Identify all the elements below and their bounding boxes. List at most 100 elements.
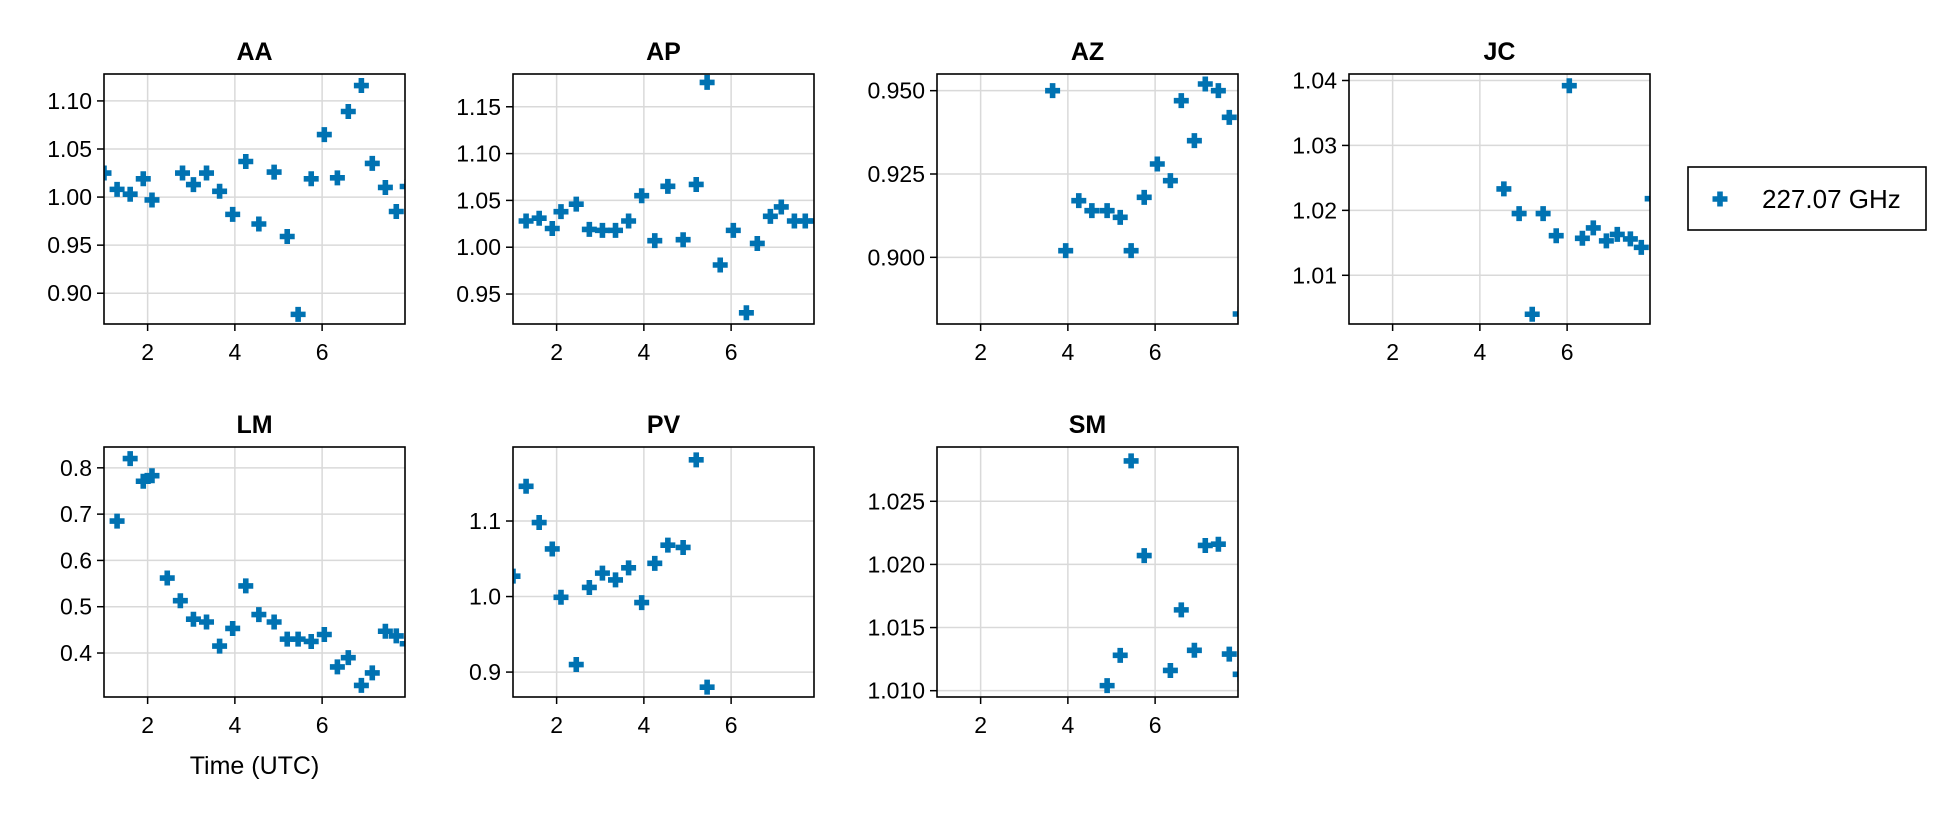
data-point bbox=[634, 188, 650, 204]
panel-aa: 2 4 6 0.90 0.95 1.00 1.05 1.10 AA bbox=[47, 38, 406, 365]
x-tick-label: 6 bbox=[725, 339, 738, 365]
x-tick-label: 2 bbox=[1386, 339, 1399, 365]
data-point bbox=[621, 213, 637, 229]
data-point bbox=[290, 306, 306, 322]
x-tick-label: 6 bbox=[1561, 339, 1574, 365]
data-point bbox=[1561, 78, 1577, 94]
y-tick-label: 1.10 bbox=[47, 88, 92, 114]
y-tick-label: 1.00 bbox=[456, 234, 501, 260]
data-point bbox=[1173, 602, 1189, 618]
data-point bbox=[1099, 678, 1115, 694]
data-point bbox=[1633, 239, 1649, 255]
data-point bbox=[1622, 231, 1638, 247]
x-tick-label: 2 bbox=[550, 339, 563, 365]
data-point bbox=[738, 305, 754, 321]
data-point bbox=[251, 216, 267, 232]
data-point bbox=[1232, 666, 1238, 682]
data-point bbox=[353, 677, 369, 693]
x-tick-label: 2 bbox=[974, 339, 987, 365]
data-point bbox=[1496, 181, 1512, 197]
data-point bbox=[1173, 93, 1189, 109]
data-point bbox=[199, 165, 215, 181]
data-point bbox=[518, 478, 534, 494]
data-point bbox=[797, 213, 813, 229]
data-point bbox=[544, 541, 560, 557]
data-point bbox=[225, 206, 241, 222]
data-point bbox=[544, 220, 560, 236]
axes-frame bbox=[103, 446, 406, 698]
x-tick-label: 4 bbox=[1061, 339, 1074, 365]
x-tick-label: 6 bbox=[316, 339, 329, 365]
y-tick-label: 1.04 bbox=[1292, 67, 1337, 93]
panel-lm: 2 4 6 0.4 0.5 0.6 0.7 0.8 LM Time (UTC) bbox=[60, 411, 406, 780]
data-point bbox=[675, 232, 691, 248]
panel-title: AP bbox=[646, 38, 681, 66]
y-tick-label: 0.6 bbox=[60, 547, 92, 573]
data-point bbox=[135, 473, 151, 489]
data-point bbox=[712, 257, 728, 273]
data-point bbox=[1210, 536, 1226, 552]
data-point bbox=[634, 595, 650, 611]
y-tick-label: 1.1 bbox=[469, 508, 501, 534]
data-point bbox=[377, 623, 393, 639]
data-point bbox=[144, 468, 160, 484]
panel-title: AA bbox=[236, 38, 272, 66]
x-tick-label: 2 bbox=[141, 712, 154, 738]
data-point bbox=[1574, 230, 1590, 246]
series-points bbox=[104, 78, 405, 322]
x-tick-label: 4 bbox=[637, 712, 650, 738]
y-tick-label: 0.8 bbox=[60, 455, 92, 481]
data-point bbox=[212, 183, 228, 199]
data-point bbox=[1112, 647, 1128, 663]
data-point bbox=[808, 213, 814, 229]
data-point bbox=[699, 679, 715, 695]
y-tick-label: 0.90 bbox=[47, 280, 92, 306]
series-points bbox=[518, 74, 814, 321]
data-point bbox=[1136, 189, 1152, 205]
data-point bbox=[1585, 220, 1601, 236]
y-tick-label: 0.925 bbox=[867, 161, 925, 187]
x-tick-label: 6 bbox=[1149, 712, 1162, 738]
panel-sm: 2 4 6 1.010 1.015 1.020 1.025 SM bbox=[867, 411, 1239, 738]
legend-box bbox=[1687, 166, 1927, 231]
data-point bbox=[303, 171, 319, 187]
data-point bbox=[553, 204, 569, 220]
data-point bbox=[660, 178, 676, 194]
y-tick-label: 1.020 bbox=[867, 551, 925, 577]
data-point bbox=[399, 179, 405, 194]
data-point bbox=[1058, 243, 1074, 259]
data-point bbox=[212, 638, 228, 654]
data-point bbox=[340, 650, 356, 666]
x-tick-label: 2 bbox=[974, 712, 987, 738]
data-point bbox=[608, 222, 624, 238]
axes-frame bbox=[936, 446, 1239, 698]
x-tick-label: 2 bbox=[550, 712, 563, 738]
data-point bbox=[1548, 228, 1564, 244]
panel-jc: 2 4 6 1.01 1.02 1.03 1.04 JC bbox=[1292, 38, 1651, 365]
data-point bbox=[185, 177, 201, 193]
data-point bbox=[364, 665, 380, 681]
data-point bbox=[279, 229, 295, 244]
y-tick-label: 0.9 bbox=[469, 659, 501, 685]
data-point bbox=[553, 589, 569, 605]
data-point bbox=[568, 196, 584, 212]
legend-marker bbox=[1712, 191, 1728, 207]
data-point bbox=[175, 165, 191, 181]
data-point bbox=[1511, 206, 1527, 222]
data-point bbox=[1162, 173, 1178, 189]
data-point bbox=[688, 452, 704, 468]
data-point bbox=[251, 607, 267, 623]
y-tick-label: 0.95 bbox=[456, 281, 501, 307]
y-tick-label: 0.950 bbox=[867, 78, 925, 104]
data-point bbox=[699, 74, 715, 90]
y-tick-label: 0.95 bbox=[47, 232, 92, 258]
chart-panels: 2 4 6 0.90 0.95 1.00 1.05 1.10 AA 2 4 6 0.95 1.00 1.05… bbox=[47, 38, 1651, 780]
x-tick-label: 6 bbox=[316, 712, 329, 738]
data-point bbox=[773, 199, 789, 215]
data-point bbox=[568, 657, 584, 673]
data-point bbox=[340, 104, 356, 119]
y-tick-label: 1.05 bbox=[456, 187, 501, 213]
data-point bbox=[1524, 306, 1540, 322]
data-point bbox=[329, 170, 345, 186]
data-point bbox=[353, 78, 369, 94]
